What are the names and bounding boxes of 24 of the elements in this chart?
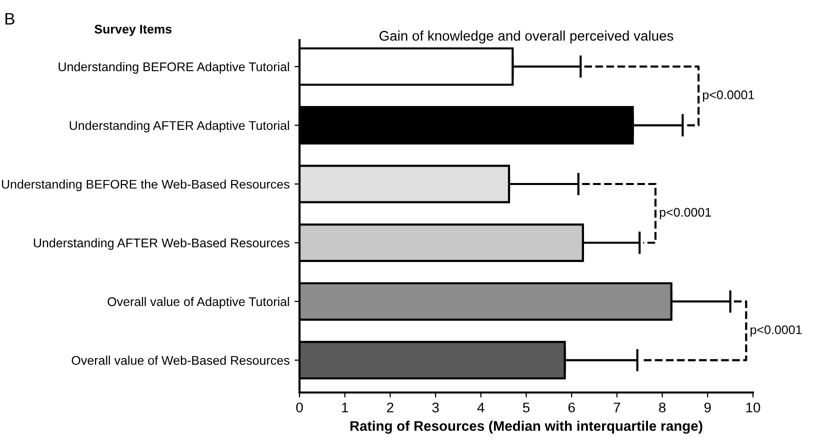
chart-title: Gain of knowledge and overall perceived values <box>379 30 674 44</box>
y-tick-label: Overall value of Web-Based Resources <box>72 356 290 365</box>
x-tick-label: 4 <box>477 402 484 412</box>
text: B <box>6 13 14 25</box>
y-tick-label: Understanding BEFORE Adaptive Tutorial <box>58 62 289 74</box>
x-tick-label: 5 <box>522 402 530 412</box>
x-axis-title: Rating of Resources (Median with interquartile range) <box>350 420 702 434</box>
x-tick-label: 0 <box>296 402 303 412</box>
x-tick-label: 10 <box>746 402 760 412</box>
x-tick-label: 3 <box>432 402 439 412</box>
x-tick-label: 2 <box>387 402 394 412</box>
annotation: p<0.0001 <box>660 208 711 220</box>
y-tick-label: Overall value of Adaptive Tutorial <box>108 296 289 309</box>
x-tick-label: 8 <box>659 402 666 412</box>
y-tick-label: Understanding BEFORE the Web-Based Resources <box>2 179 290 192</box>
x-tick-label: 7 <box>614 402 620 412</box>
y-axis-title: Survey Items <box>94 24 172 36</box>
x-tick-label: 1 <box>342 402 348 412</box>
y-tick-label: Understanding AFTER Adaptive Tutorial <box>70 120 289 132</box>
y-tick-label: Understanding AFTER Web-Based Resources <box>34 238 290 250</box>
annotation: p<0.0001 <box>702 90 754 102</box>
x-tick-label: 6 <box>568 402 575 412</box>
annotation: p<0.0001 <box>750 325 802 337</box>
x-tick-label: 9 <box>704 402 711 412</box>
